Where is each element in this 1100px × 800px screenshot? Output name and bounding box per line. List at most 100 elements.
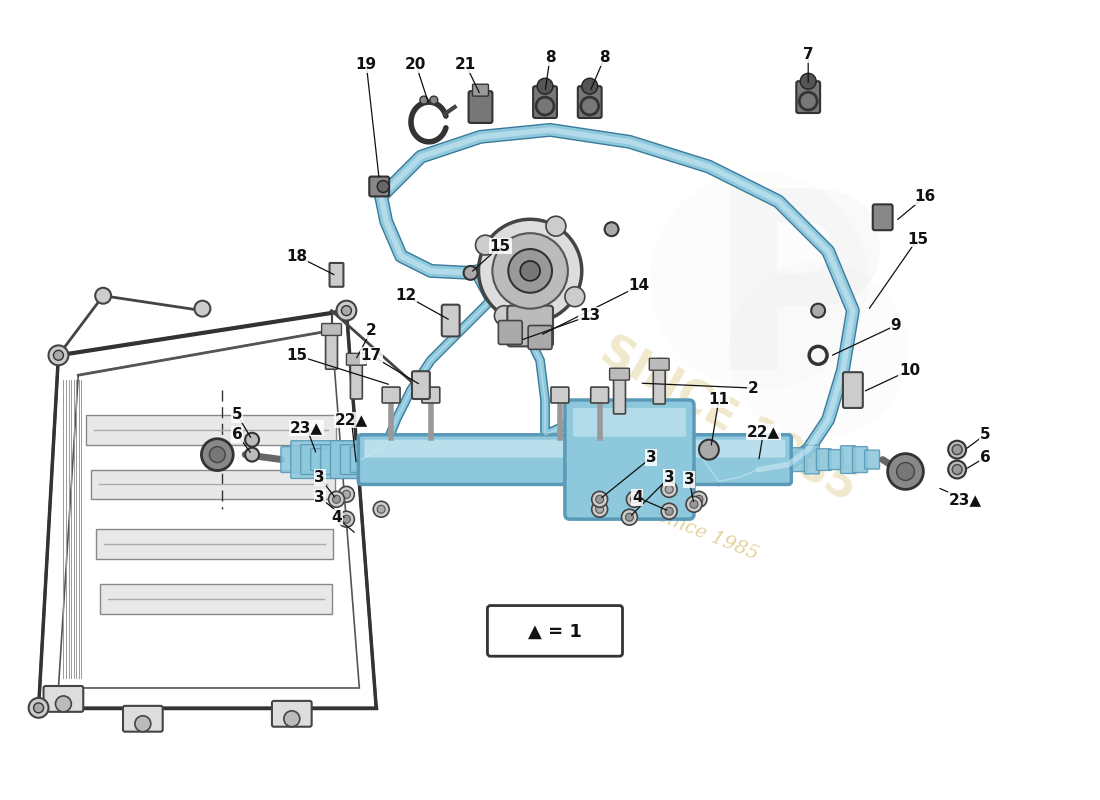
FancyBboxPatch shape xyxy=(872,204,892,230)
Text: 3: 3 xyxy=(664,470,674,485)
Circle shape xyxy=(29,698,48,718)
Text: 18: 18 xyxy=(286,249,307,263)
FancyBboxPatch shape xyxy=(364,440,785,458)
Text: 22▲: 22▲ xyxy=(334,412,368,427)
Text: 3: 3 xyxy=(646,450,657,465)
Circle shape xyxy=(245,448,258,462)
Circle shape xyxy=(284,711,299,726)
Circle shape xyxy=(565,286,585,306)
Text: 7: 7 xyxy=(803,47,814,62)
Circle shape xyxy=(846,373,860,387)
Text: 4: 4 xyxy=(331,510,342,525)
Text: 8: 8 xyxy=(544,50,556,65)
FancyBboxPatch shape xyxy=(609,368,629,380)
Circle shape xyxy=(695,495,703,503)
FancyBboxPatch shape xyxy=(300,445,610,474)
Circle shape xyxy=(332,495,341,503)
FancyBboxPatch shape xyxy=(565,400,694,519)
Text: 12: 12 xyxy=(395,288,417,303)
Text: 23▲: 23▲ xyxy=(290,420,323,435)
FancyBboxPatch shape xyxy=(44,686,84,712)
Circle shape xyxy=(34,703,44,713)
Circle shape xyxy=(626,514,634,521)
Text: a passion for parts since 1985: a passion for parts since 1985 xyxy=(478,435,761,563)
FancyBboxPatch shape xyxy=(578,86,602,118)
Circle shape xyxy=(463,266,477,280)
Text: 15: 15 xyxy=(286,348,307,363)
Circle shape xyxy=(666,507,673,515)
Text: 11: 11 xyxy=(708,393,729,407)
Circle shape xyxy=(329,491,344,507)
Circle shape xyxy=(649,171,868,390)
Circle shape xyxy=(373,502,389,517)
Text: 19: 19 xyxy=(355,57,377,72)
FancyBboxPatch shape xyxy=(804,446,820,474)
FancyBboxPatch shape xyxy=(534,86,557,118)
FancyBboxPatch shape xyxy=(796,82,821,113)
FancyBboxPatch shape xyxy=(359,434,791,485)
Text: P: P xyxy=(706,180,890,422)
FancyBboxPatch shape xyxy=(330,263,343,286)
FancyBboxPatch shape xyxy=(123,706,163,732)
Text: 6: 6 xyxy=(232,427,243,442)
Circle shape xyxy=(953,465,962,474)
Circle shape xyxy=(948,461,966,478)
Circle shape xyxy=(342,515,351,523)
Circle shape xyxy=(209,446,226,462)
Circle shape xyxy=(341,306,351,315)
Text: 3: 3 xyxy=(315,490,324,505)
Text: SINCE 1985: SINCE 1985 xyxy=(593,329,865,510)
Polygon shape xyxy=(100,584,332,614)
Text: 10: 10 xyxy=(899,362,920,378)
Circle shape xyxy=(686,496,702,512)
FancyBboxPatch shape xyxy=(412,371,430,399)
Circle shape xyxy=(55,696,72,712)
FancyBboxPatch shape xyxy=(442,305,460,337)
Circle shape xyxy=(811,304,825,318)
FancyBboxPatch shape xyxy=(321,323,341,335)
Text: 8: 8 xyxy=(600,50,609,65)
Text: 16: 16 xyxy=(915,189,936,204)
Circle shape xyxy=(596,495,604,503)
FancyBboxPatch shape xyxy=(852,446,868,473)
FancyBboxPatch shape xyxy=(382,387,400,403)
Circle shape xyxy=(698,440,718,459)
Circle shape xyxy=(339,511,354,527)
FancyBboxPatch shape xyxy=(272,701,311,726)
Text: 14: 14 xyxy=(629,278,650,294)
FancyBboxPatch shape xyxy=(792,448,807,471)
FancyBboxPatch shape xyxy=(326,331,338,370)
Circle shape xyxy=(195,301,210,317)
FancyBboxPatch shape xyxy=(310,449,630,470)
FancyBboxPatch shape xyxy=(591,387,608,403)
Circle shape xyxy=(420,96,428,104)
FancyBboxPatch shape xyxy=(528,326,552,350)
Text: 23▲: 23▲ xyxy=(948,492,981,507)
Circle shape xyxy=(135,716,151,732)
Circle shape xyxy=(888,454,923,490)
Text: 15: 15 xyxy=(490,238,510,254)
Text: 3: 3 xyxy=(315,470,324,485)
Circle shape xyxy=(430,96,438,104)
Text: 5: 5 xyxy=(232,407,242,422)
FancyBboxPatch shape xyxy=(422,387,440,403)
Circle shape xyxy=(690,500,698,508)
Text: 3: 3 xyxy=(684,472,694,487)
Circle shape xyxy=(520,261,540,281)
Circle shape xyxy=(896,462,914,481)
Circle shape xyxy=(596,506,604,514)
FancyBboxPatch shape xyxy=(473,84,488,96)
Circle shape xyxy=(537,78,553,94)
Circle shape xyxy=(627,491,642,507)
FancyBboxPatch shape xyxy=(498,321,522,344)
Text: ▲ = 1: ▲ = 1 xyxy=(528,622,582,640)
Circle shape xyxy=(948,441,966,458)
Circle shape xyxy=(630,495,638,503)
Circle shape xyxy=(546,216,565,236)
Text: 13: 13 xyxy=(580,308,601,323)
Circle shape xyxy=(592,502,607,517)
Circle shape xyxy=(801,74,816,89)
FancyBboxPatch shape xyxy=(330,441,670,478)
Polygon shape xyxy=(91,470,334,499)
Circle shape xyxy=(377,506,385,514)
